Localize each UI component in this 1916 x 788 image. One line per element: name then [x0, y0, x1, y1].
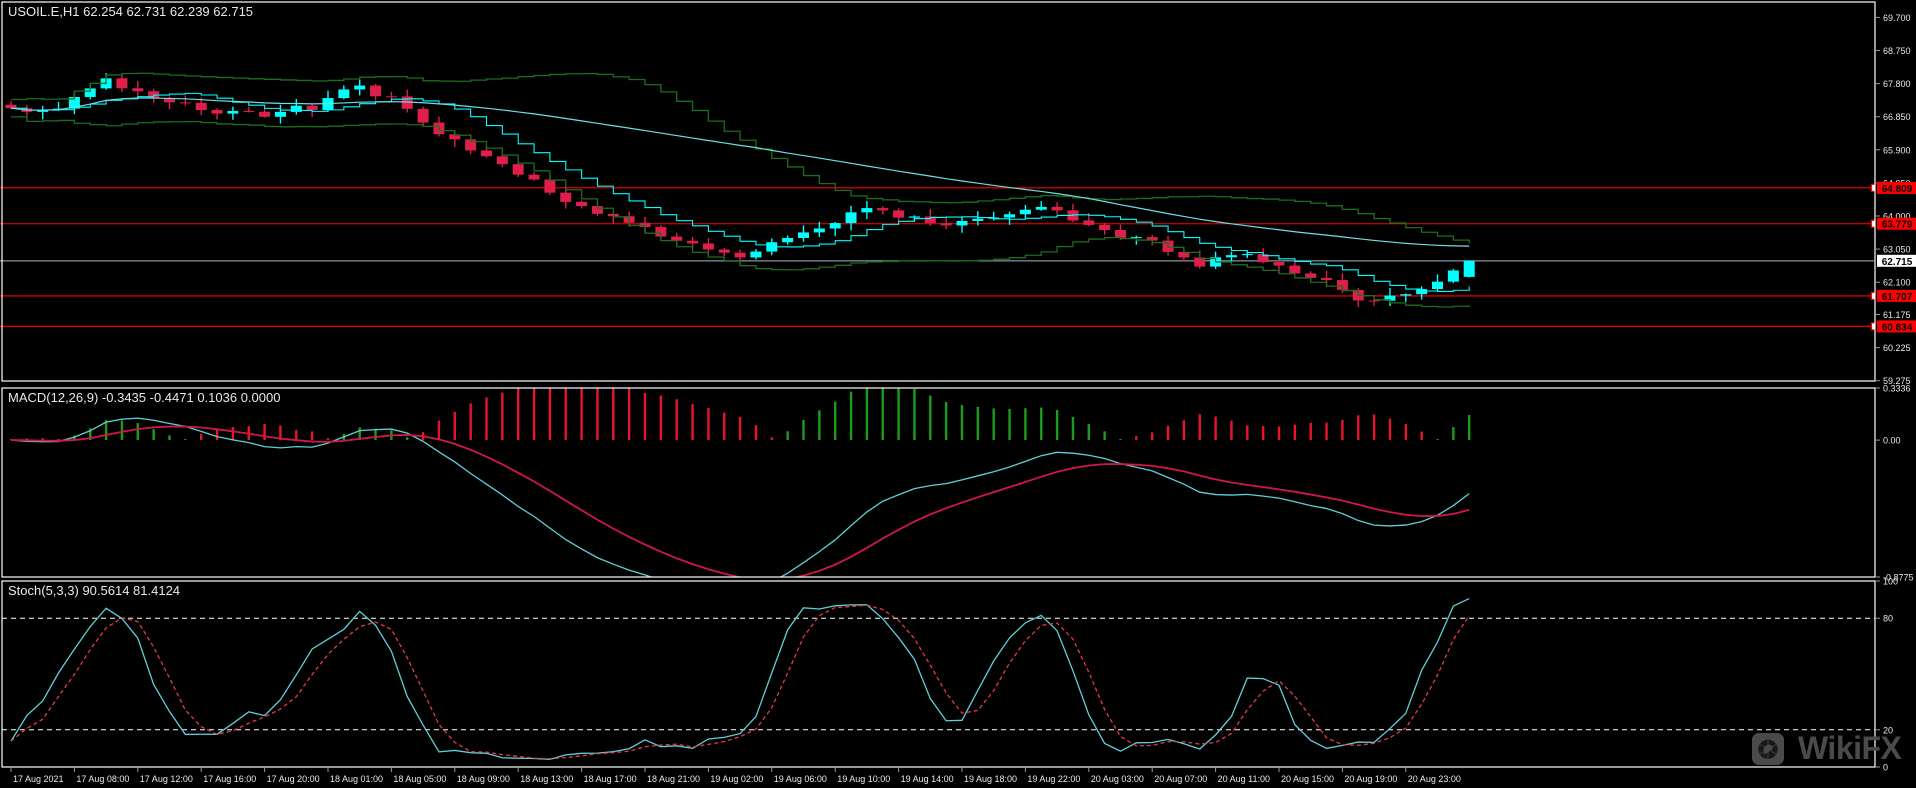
svg-text:19 Aug 22:00: 19 Aug 22:00: [1027, 774, 1080, 784]
svg-text:17 Aug 08:00: 17 Aug 08:00: [76, 774, 129, 784]
svg-text:19 Aug 10:00: 19 Aug 10:00: [837, 774, 890, 784]
svg-text:0.00: 0.00: [1883, 436, 1901, 446]
svg-text:Stoch(5,3,3) 90.5614 81.4124: Stoch(5,3,3) 90.5614 81.4124: [8, 583, 180, 598]
svg-text:20 Aug 23:00: 20 Aug 23:00: [1408, 774, 1461, 784]
svg-text:61.175: 61.175: [1883, 310, 1911, 320]
svg-text:66.850: 66.850: [1883, 112, 1911, 122]
svg-text:MACD(12,26,9) -0.3435 -0.4471: MACD(12,26,9) -0.3435 -0.4471 0.1036 0.0…: [8, 390, 280, 405]
svg-text:63.050: 63.050: [1883, 245, 1911, 255]
svg-text:64.809: 64.809: [1882, 184, 1913, 195]
svg-text:20 Aug 15:00: 20 Aug 15:00: [1281, 774, 1334, 784]
svg-text:19 Aug 02:00: 19 Aug 02:00: [710, 774, 763, 784]
svg-text:100: 100: [1883, 577, 1898, 587]
svg-text:67.800: 67.800: [1883, 79, 1911, 89]
svg-text:62.100: 62.100: [1883, 278, 1911, 288]
svg-text:18 Aug 13:00: 18 Aug 13:00: [520, 774, 573, 784]
svg-text:19 Aug 06:00: 19 Aug 06:00: [774, 774, 827, 784]
svg-text:60.225: 60.225: [1883, 343, 1911, 353]
svg-text:60.834: 60.834: [1882, 322, 1913, 333]
svg-text:20 Aug 19:00: 20 Aug 19:00: [1344, 774, 1397, 784]
svg-text:20 Aug 11:00: 20 Aug 11:00: [1218, 774, 1270, 784]
svg-text:17 Aug 2021: 17 Aug 2021: [13, 774, 64, 784]
svg-text:17 Aug 16:00: 17 Aug 16:00: [203, 774, 256, 784]
svg-text:63.779: 63.779: [1882, 220, 1913, 231]
svg-text:20 Aug 07:00: 20 Aug 07:00: [1154, 774, 1207, 784]
svg-text:17 Aug 20:00: 17 Aug 20:00: [267, 774, 320, 784]
svg-text:18 Aug 01:00: 18 Aug 01:00: [330, 774, 383, 784]
svg-text:62.715: 62.715: [1882, 257, 1913, 268]
svg-text:0.3336: 0.3336: [1883, 384, 1911, 394]
svg-text:80: 80: [1883, 614, 1893, 624]
svg-text:20 Aug 03:00: 20 Aug 03:00: [1091, 774, 1144, 784]
svg-text:68.750: 68.750: [1883, 46, 1911, 56]
svg-text:WikiFX: WikiFX: [1798, 730, 1903, 766]
svg-text:18 Aug 17:00: 18 Aug 17:00: [584, 774, 637, 784]
svg-text:19 Aug 18:00: 19 Aug 18:00: [964, 774, 1017, 784]
svg-text:17 Aug 12:00: 17 Aug 12:00: [140, 774, 193, 784]
svg-text:18 Aug 05:00: 18 Aug 05:00: [393, 774, 446, 784]
svg-text:69.700: 69.700: [1883, 13, 1911, 23]
svg-text:USOIL.E,H1 62.254 62.731 62.2: USOIL.E,H1 62.254 62.731 62.239 62.715: [8, 4, 253, 19]
svg-text:61.707: 61.707: [1882, 292, 1913, 303]
svg-text:65.900: 65.900: [1883, 145, 1911, 155]
svg-text:18 Aug 09:00: 18 Aug 09:00: [457, 774, 510, 784]
svg-text:19 Aug 14:00: 19 Aug 14:00: [901, 774, 954, 784]
svg-text:18 Aug 21:00: 18 Aug 21:00: [647, 774, 700, 784]
